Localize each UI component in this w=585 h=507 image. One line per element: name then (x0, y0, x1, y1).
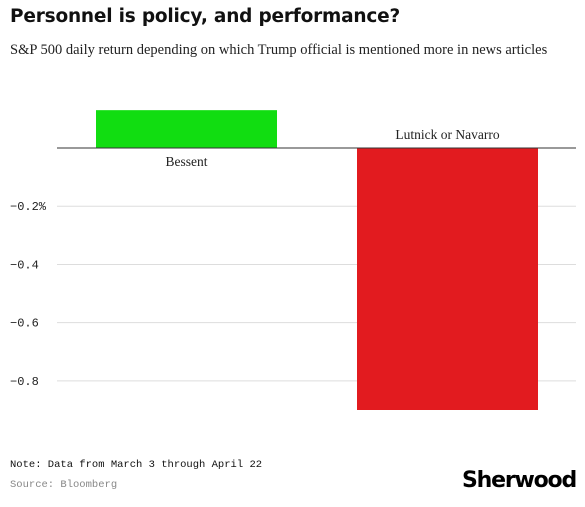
bar-chart: −0.2% −0.4 −0.6 −0.8 Bessent Lutnick or Navar… (10, 110, 576, 410)
y-tick-label: −0.2% (10, 200, 47, 214)
chart-subtitle: S&P 500 daily return depending on which … (10, 42, 548, 58)
sherwood-logo: Sherwood (462, 468, 577, 493)
bar-0 (96, 110, 277, 148)
bar-1 (357, 148, 538, 410)
y-tick-label: −0.4 (10, 258, 39, 272)
y-tick-label: −0.6 (10, 317, 39, 331)
chart-title: Personnel is policy, and performance? (10, 6, 401, 27)
category-label: Lutnick or Navarro (395, 127, 499, 142)
footnote: Note: Data from March 3 through April 22 (10, 459, 263, 471)
y-tick-label: −0.8 (10, 375, 39, 389)
category-label: Bessent (166, 154, 208, 169)
source-note: Source: Bloomberg (10, 479, 118, 491)
